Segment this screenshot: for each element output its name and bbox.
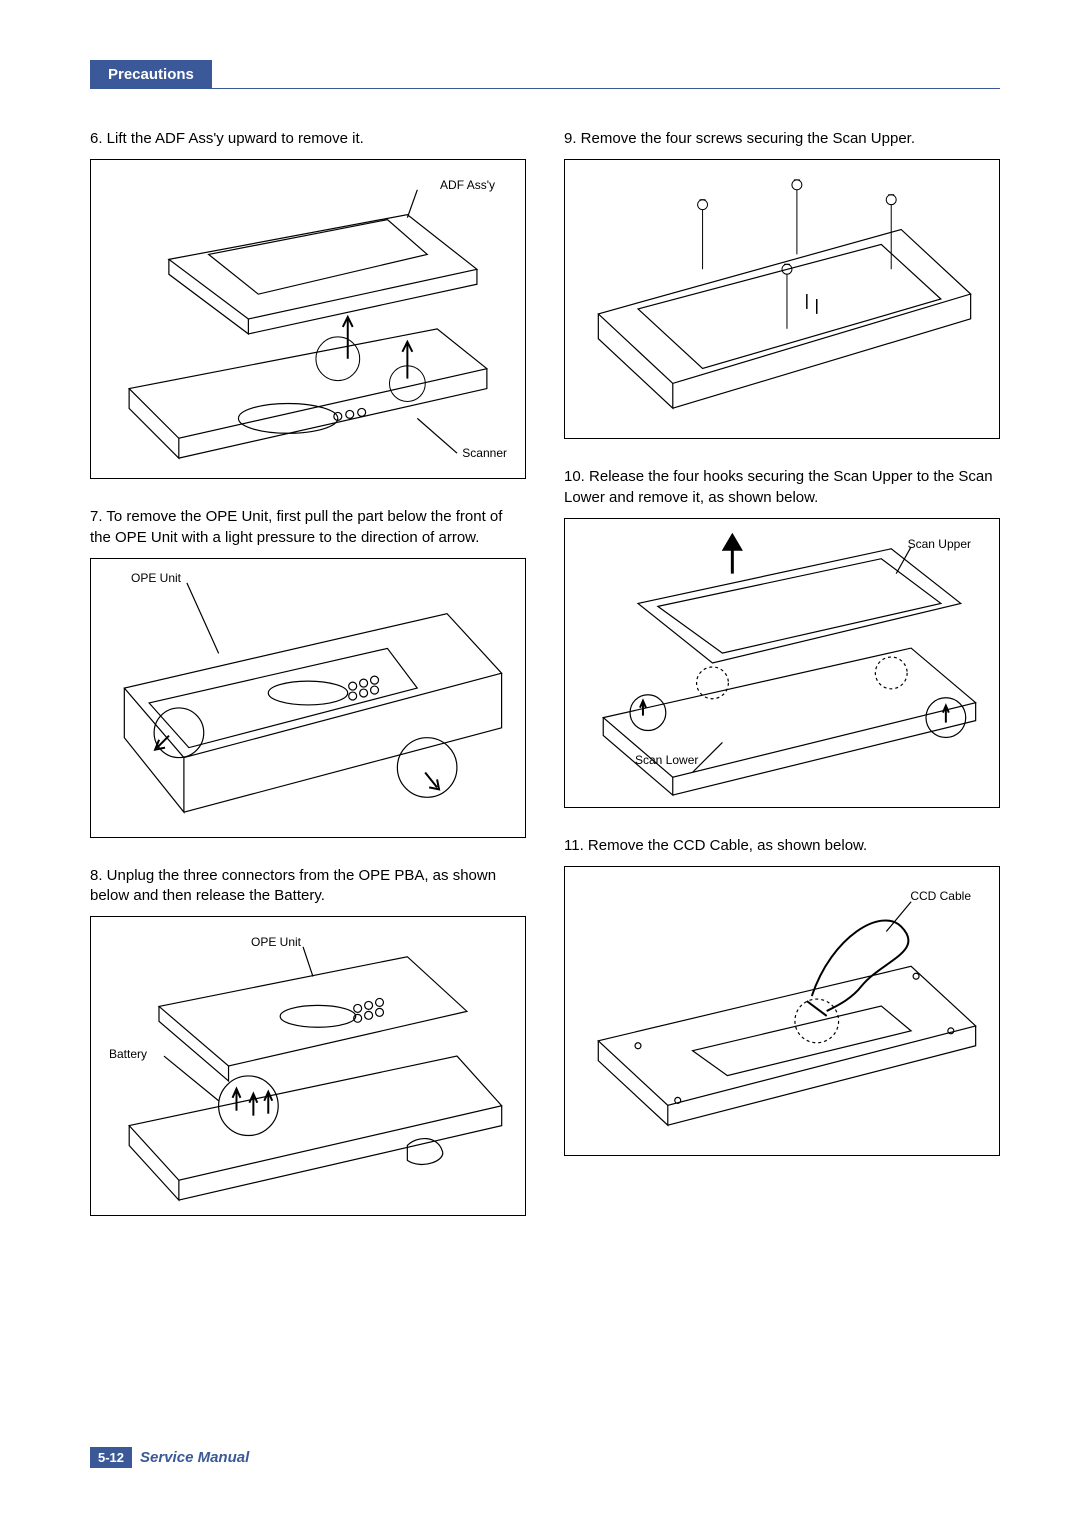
callout-ccd: CCD Cable bbox=[910, 889, 971, 903]
callout-scan-upper: Scan Upper bbox=[908, 537, 971, 551]
figure-6: ADF Ass'y Scanner bbox=[90, 159, 526, 479]
step-6-text: 6. Lift the ADF Ass'y upward to remove i… bbox=[90, 129, 526, 149]
step-9-text: 9. Remove the four screws securing the S… bbox=[564, 129, 1000, 149]
figure-7-svg bbox=[91, 559, 525, 837]
figure-8-svg bbox=[91, 917, 525, 1215]
header-tab: Precautions bbox=[90, 60, 212, 89]
figure-9-svg bbox=[565, 160, 999, 438]
page-number: 5-12 bbox=[90, 1447, 132, 1468]
figure-10: Scan Upper Scan Lower bbox=[564, 518, 1000, 808]
right-column: 9. Remove the four screws securing the S… bbox=[564, 129, 1000, 1244]
callout-ope-7: OPE Unit bbox=[131, 571, 181, 585]
footer-title: Service Manual bbox=[140, 1449, 249, 1466]
callout-ope-8: OPE Unit bbox=[251, 935, 301, 949]
page-container: Precautions 6. Lift the ADF Ass'y upward… bbox=[0, 0, 1080, 1304]
step-7-text: 7. To remove the OPE Unit, first pull th… bbox=[90, 507, 526, 548]
two-column-layout: 6. Lift the ADF Ass'y upward to remove i… bbox=[90, 129, 1000, 1244]
figure-10-svg bbox=[565, 519, 999, 807]
callout-scanner: Scanner bbox=[462, 446, 507, 460]
step-11-text: 11. Remove the CCD Cable, as shown below… bbox=[564, 836, 1000, 856]
figure-6-svg bbox=[91, 160, 525, 478]
callout-battery: Battery bbox=[109, 1047, 147, 1061]
page-footer: 5-12 Service Manual bbox=[90, 1447, 249, 1468]
figure-11: CCD Cable bbox=[564, 866, 1000, 1156]
figure-9 bbox=[564, 159, 1000, 439]
header-rule bbox=[90, 88, 1000, 89]
step-8-text: 8. Unplug the three connectors from the … bbox=[90, 866, 526, 907]
callout-adf: ADF Ass'y bbox=[440, 178, 495, 192]
step-10-text: 10. Release the four hooks securing the … bbox=[564, 467, 1000, 508]
callout-scan-lower: Scan Lower bbox=[635, 753, 698, 767]
left-column: 6. Lift the ADF Ass'y upward to remove i… bbox=[90, 129, 526, 1244]
figure-8: OPE Unit Battery bbox=[90, 916, 526, 1216]
figure-11-svg bbox=[565, 867, 999, 1155]
figure-7: OPE Unit bbox=[90, 558, 526, 838]
